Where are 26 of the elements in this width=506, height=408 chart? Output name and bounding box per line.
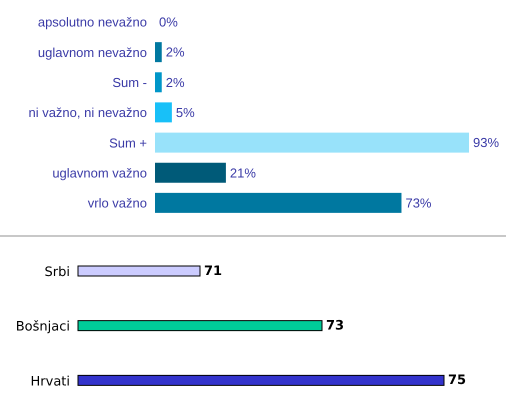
- y-tick-label: Hrvati: [30, 374, 70, 390]
- bar: [155, 192, 402, 213]
- data-label: 2%: [166, 44, 185, 60]
- data-label: 93%: [473, 135, 500, 150]
- y-tick-label: ni važno, ni nevažno: [28, 105, 147, 120]
- y-tick-label: uglavnom nevažno: [38, 44, 147, 60]
- y-tick-label: Sum +: [109, 135, 147, 150]
- bar: [155, 132, 469, 153]
- y-tick-label: uglavnom važno: [52, 165, 147, 180]
- data-label: 71: [204, 264, 222, 279]
- y-tick-label: Sum -: [112, 74, 147, 90]
- bar: [155, 42, 162, 62]
- y-tick-label: Srbi: [44, 264, 70, 280]
- y-tick-label: Bošnjaci: [16, 320, 70, 335]
- data-label: 5%: [176, 105, 196, 120]
- data-label: 2%: [166, 74, 185, 90]
- data-label: 73%: [405, 195, 432, 210]
- data-label: 75: [448, 373, 466, 388]
- y-tick-label: vrlo važno: [88, 196, 147, 211]
- data-label: 0%: [159, 14, 178, 30]
- data-label: 21%: [230, 165, 256, 180]
- bar: [155, 162, 226, 183]
- bar: [155, 102, 172, 122]
- data-label: 73: [326, 318, 344, 334]
- bar: [155, 72, 162, 92]
- y-tick-label: apsolutno nevažno: [38, 14, 147, 30]
